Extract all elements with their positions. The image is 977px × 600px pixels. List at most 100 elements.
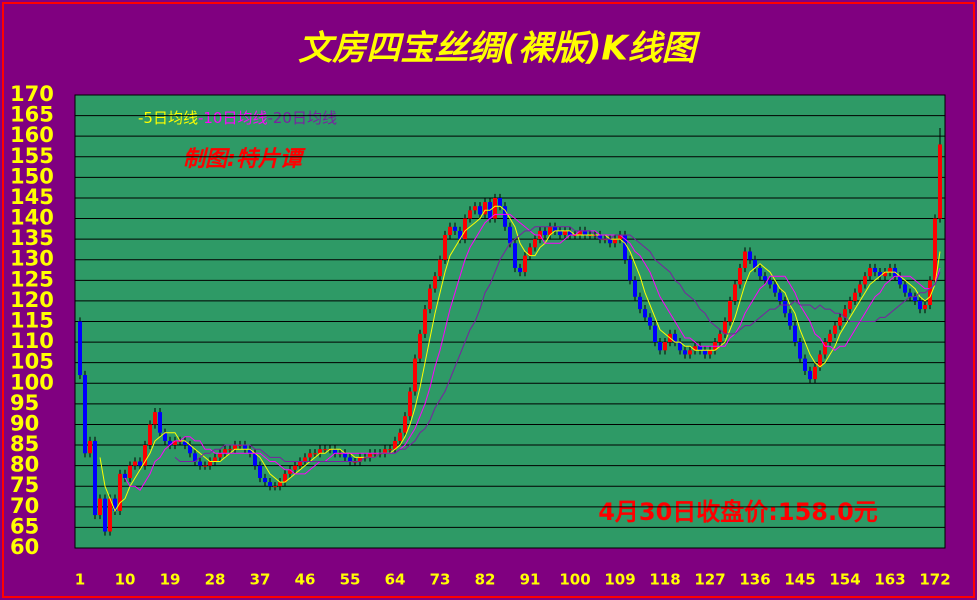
y-tick-label: 65 bbox=[10, 514, 39, 538]
candle-body bbox=[888, 267, 892, 273]
y-tick-label: 140 bbox=[10, 206, 54, 230]
candle-body bbox=[773, 284, 777, 293]
y-tick-label: 70 bbox=[10, 494, 39, 518]
candle-body bbox=[198, 461, 202, 466]
candle-body bbox=[333, 449, 337, 454]
candle-body bbox=[393, 440, 397, 450]
candle-body bbox=[793, 325, 797, 343]
candle-body bbox=[293, 465, 297, 470]
y-tick-label: 150 bbox=[10, 164, 54, 188]
candle-body bbox=[663, 342, 667, 351]
candle-body bbox=[588, 235, 592, 237]
x-tick-label: 1 bbox=[75, 571, 85, 589]
candle-body bbox=[578, 230, 582, 236]
candle-body bbox=[158, 412, 162, 433]
candle-body bbox=[553, 226, 557, 231]
candle-body bbox=[878, 272, 882, 277]
candle-body bbox=[783, 300, 787, 314]
candle-body bbox=[598, 235, 602, 240]
candle-body bbox=[458, 230, 462, 240]
candle-body bbox=[383, 449, 387, 454]
candle-body bbox=[623, 235, 627, 260]
candle-body bbox=[483, 202, 487, 215]
candle-body bbox=[398, 432, 402, 441]
y-tick-label: 160 bbox=[10, 123, 54, 147]
candle-body bbox=[193, 453, 197, 462]
candle-body bbox=[933, 218, 937, 281]
candle-body bbox=[498, 197, 502, 207]
candle-body bbox=[123, 473, 127, 478]
candle-body bbox=[678, 342, 682, 351]
candle-body bbox=[278, 482, 282, 487]
candle-body bbox=[358, 457, 362, 462]
candle-body bbox=[898, 276, 902, 285]
candle-body bbox=[503, 206, 507, 227]
candle-body bbox=[628, 259, 632, 281]
candle-body bbox=[88, 440, 92, 454]
candle-body bbox=[823, 342, 827, 355]
candle-body bbox=[673, 333, 677, 343]
candle-body bbox=[188, 445, 192, 454]
candle-body bbox=[128, 465, 132, 478]
candle-body bbox=[883, 272, 887, 277]
y-tick-label: 95 bbox=[10, 391, 39, 415]
x-tick-label: 109 bbox=[604, 571, 635, 589]
candle-body bbox=[133, 461, 137, 466]
y-tick-label: 120 bbox=[10, 288, 54, 312]
candle-body bbox=[863, 276, 867, 285]
candle-body bbox=[223, 449, 227, 454]
candle-body bbox=[918, 300, 922, 310]
candle-body bbox=[853, 292, 857, 301]
candle-body bbox=[258, 465, 262, 478]
candle-body bbox=[98, 498, 102, 516]
candle-body bbox=[533, 239, 537, 248]
candle-body bbox=[243, 445, 247, 450]
chart-title: 文房四宝丝绸(裸版)K线图 bbox=[298, 29, 700, 69]
candle-body bbox=[298, 461, 302, 466]
candle-body bbox=[778, 292, 782, 301]
candle-body bbox=[723, 321, 727, 334]
x-tick-label: 55 bbox=[340, 571, 361, 589]
candle-body bbox=[523, 255, 527, 273]
candle-body bbox=[403, 416, 407, 433]
candle-body bbox=[718, 333, 722, 343]
legend-entry: -5日均线 bbox=[138, 109, 198, 127]
x-tick-label: 10 bbox=[115, 571, 136, 589]
candle-body bbox=[308, 453, 312, 458]
x-tick-label: 46 bbox=[295, 571, 316, 589]
candle-body bbox=[608, 239, 612, 244]
candle-body bbox=[903, 284, 907, 293]
candle-body bbox=[143, 445, 147, 466]
x-tick-label: 82 bbox=[475, 571, 496, 589]
candle-body bbox=[748, 251, 752, 260]
candle-body bbox=[548, 226, 552, 236]
candle-body bbox=[318, 449, 322, 454]
candle-body bbox=[568, 230, 572, 236]
candle-body bbox=[923, 305, 927, 310]
candle-body bbox=[808, 370, 812, 380]
y-tick-label: 105 bbox=[10, 350, 54, 374]
candle-body bbox=[573, 235, 577, 237]
candle-body bbox=[728, 300, 732, 322]
candle-body bbox=[253, 453, 257, 466]
candle-body bbox=[638, 296, 642, 310]
candle-body bbox=[788, 313, 792, 326]
candle-body bbox=[303, 457, 307, 462]
candle-body bbox=[438, 259, 442, 277]
x-tick-label: 19 bbox=[160, 571, 181, 589]
candle-body bbox=[273, 486, 277, 488]
x-tick-label: 73 bbox=[430, 571, 451, 589]
candle-body bbox=[448, 226, 452, 236]
candle-body bbox=[753, 259, 757, 268]
candle-body bbox=[833, 325, 837, 334]
candle-body bbox=[283, 473, 287, 483]
candle-body bbox=[493, 197, 497, 219]
candle-body bbox=[613, 239, 617, 244]
x-tick-label: 91 bbox=[520, 571, 541, 589]
candle-body bbox=[683, 350, 687, 355]
candle-body bbox=[113, 498, 117, 511]
candle-body bbox=[543, 230, 547, 236]
candle-body bbox=[563, 230, 567, 236]
candle-body bbox=[653, 325, 657, 343]
x-tick-label: 127 bbox=[694, 571, 725, 589]
